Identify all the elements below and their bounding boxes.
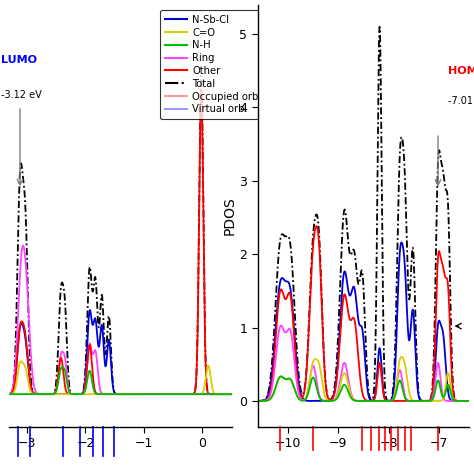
Text: HOMO: HOMO [448,66,474,76]
Text: LUMO: LUMO [0,55,36,65]
Text: -7.01 eV: -7.01 eV [448,96,474,106]
Legend: N-Sb-Cl, C=O, N-H, Ring, Other, Total, Occupied orb., Virtual orb.: N-Sb-Cl, C=O, N-H, Ring, Other, Total, O… [160,10,267,119]
Y-axis label: PDOS: PDOS [222,196,237,235]
Text: -3.12 eV: -3.12 eV [0,90,41,100]
